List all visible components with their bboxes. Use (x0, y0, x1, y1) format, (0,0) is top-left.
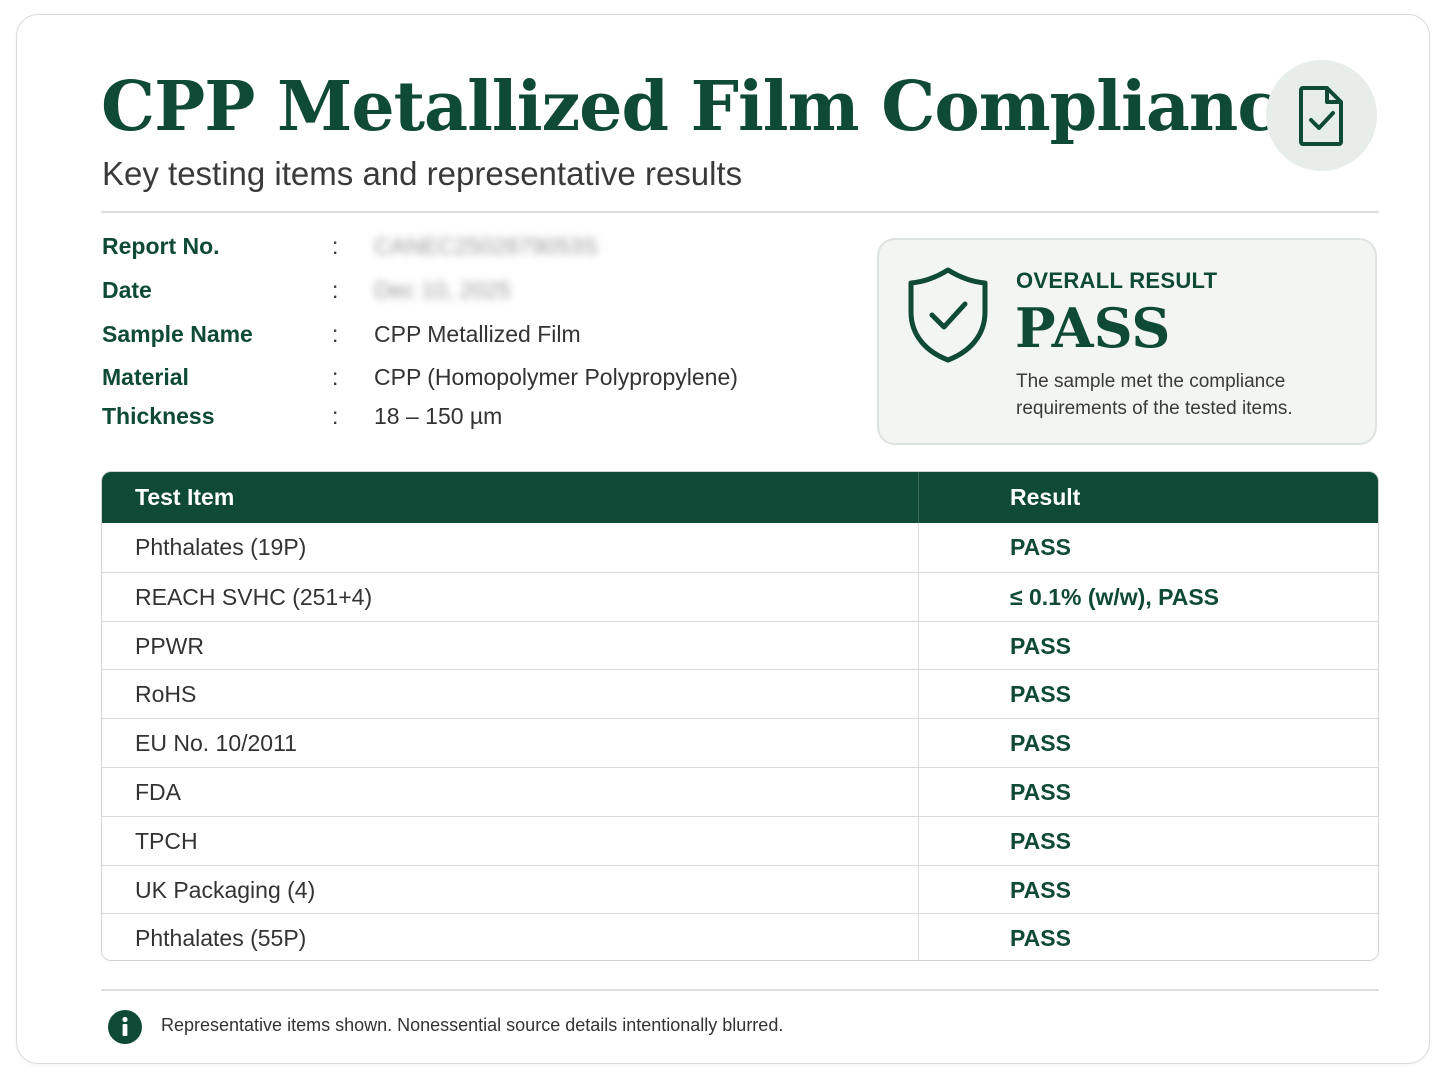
report-no-colon: : (332, 233, 339, 259)
page-subtitle: Key testing items and representative res… (102, 155, 743, 192)
test-item-cell: REACH SVHC (251+4) (102, 572, 919, 621)
table-row: RoHS PASS (102, 669, 1378, 719)
test-item-cell: EU No. 10/2011 (102, 719, 919, 767)
table-row: UK Packaging (4) PASS (102, 864, 1378, 914)
footer-divider (101, 989, 1379, 991)
document-check-icon (1299, 86, 1343, 146)
thickness-label: Thickness (102, 403, 215, 429)
header-result: Result (1010, 484, 1081, 510)
date-colon: : (332, 277, 339, 303)
table-row: FDA PASS (102, 766, 1378, 816)
test-item-cell: PPWR (102, 621, 919, 670)
result-cell: PASS (1010, 681, 1071, 708)
result-cell: PASS (1010, 925, 1071, 952)
material-value: CPP (Homopolymer Polypropylene) (374, 364, 738, 390)
test-item-cell: TPCH (102, 816, 919, 865)
result-cell: PASS (1010, 534, 1071, 560)
footer-text: Representative items shown. Nonessential… (161, 1015, 784, 1035)
test-item-cell: Phthalates (19P) (102, 523, 919, 572)
report-card: CPP Metallized Film Compliance Key testi… (16, 14, 1430, 1064)
table-row: Phthalates (19P) PASS (102, 523, 1378, 572)
result-cell: PASS (1010, 827, 1071, 854)
sample-name-colon: : (332, 321, 339, 347)
thickness-colon: : (332, 403, 339, 429)
date-label: Date (102, 277, 152, 303)
test-item-cell: FDA (102, 767, 919, 816)
material-colon: : (332, 364, 339, 390)
date-value: Dec 10, 2025 (374, 277, 511, 303)
page-title: CPP Metallized Film Compliance (101, 67, 1321, 147)
result-cell: ≤ 0.1% (w/w), PASS (1010, 583, 1220, 610)
overall-result-description: The sample met the compliance requiremen… (1016, 371, 1293, 419)
overall-result-label: OVERALL RESULT (1016, 268, 1218, 293)
overall-result-box: OVERALL RESULT PASS The sample met the c… (877, 238, 1377, 445)
test-item-cell: UK Packaging (4) (102, 865, 919, 914)
report-no-value: CANEC2502879053S (374, 233, 598, 259)
result-cell: PASS (1010, 632, 1071, 659)
table-row: Phthalates (55P) PASS (102, 913, 1378, 960)
report-no-label: Report No. (102, 233, 220, 259)
table-row: REACH SVHC (251+4) ≤ 0.1% (w/w), PASS (102, 571, 1378, 621)
overall-result-value: PASS (1015, 296, 1171, 360)
results-table: Test Item Result Phthalates (19P) PASS R… (101, 471, 1379, 961)
table-body: Phthalates (19P) PASS REACH SVHC (251+4)… (102, 523, 1378, 960)
header-divider (101, 211, 1379, 213)
test-item-cell: Phthalates (55P) (102, 914, 919, 960)
test-item-cell: RoHS (102, 670, 919, 719)
result-cell: PASS (1010, 876, 1071, 903)
table-row: PPWR PASS (102, 620, 1378, 670)
document-badge (1266, 60, 1377, 171)
result-cell: PASS (1010, 730, 1071, 757)
shield-check-icon (908, 267, 988, 363)
header-test-item: Test Item (102, 472, 919, 523)
table-row: EU No. 10/2011 PASS (102, 718, 1378, 767)
result-cell: PASS (1010, 778, 1071, 805)
sample-name-value: CPP Metallized Film (374, 321, 581, 347)
table-header: Test Item Result (102, 472, 1378, 523)
sample-name-label: Sample Name (102, 321, 253, 347)
thickness-value: 18 – 150 µm (374, 403, 503, 429)
material-label: Material (102, 364, 189, 390)
table-row: TPCH PASS (102, 815, 1378, 865)
info-icon (108, 1010, 142, 1044)
